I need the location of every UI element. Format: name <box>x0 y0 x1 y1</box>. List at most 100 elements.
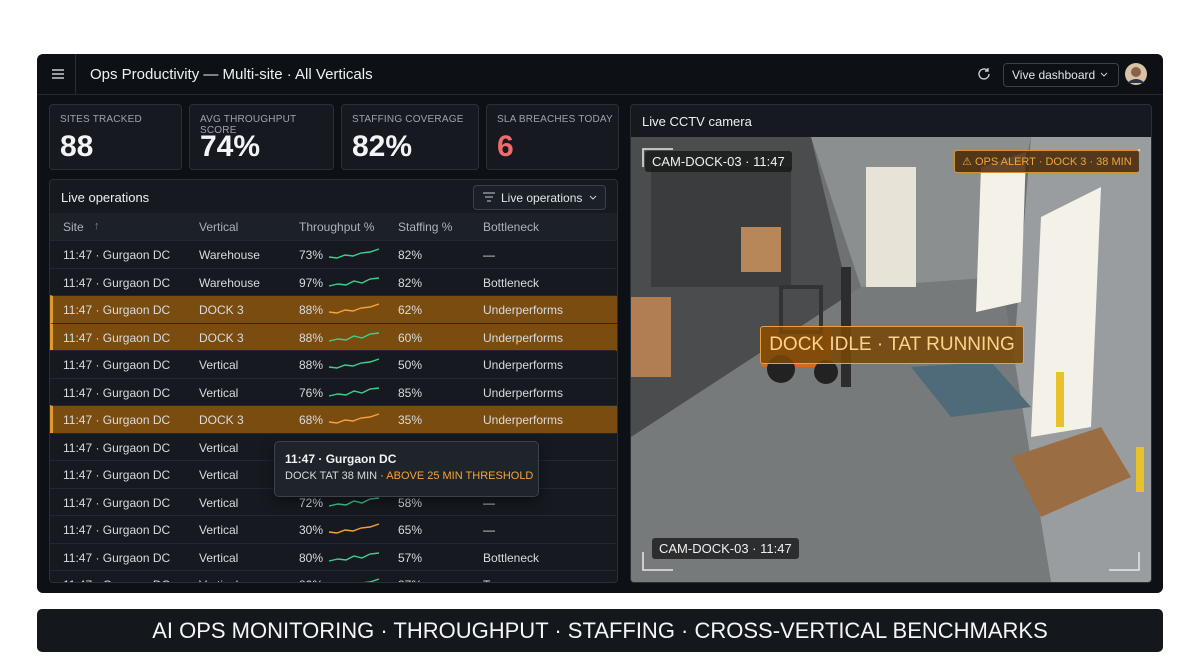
kpi-label: STAFFING COVERAGE <box>352 114 464 125</box>
tooltip-line: DOCK TAT 38 MIN · ABOVE 25 MIN THRESHOLD <box>285 470 533 482</box>
table-row[interactable]: 11:47 · Gurgaon DC DOCK 3 68% 35% Underperfo… <box>50 405 617 433</box>
app-frame: Ops Productivity — Multi-site · All Vert… <box>37 54 1163 593</box>
table-cell: 62% <box>398 303 423 317</box>
kpi-card: STAFFING COVERAGE 82% <box>341 104 479 170</box>
camera-label: CAM-DOCK-03 · 11:47 <box>652 538 799 559</box>
sparkline <box>328 303 380 314</box>
column-header[interactable]: Throughput % <box>299 220 375 234</box>
sparkline-path <box>328 248 380 259</box>
sparkline-path <box>328 303 380 314</box>
table-cell: 82% <box>398 275 423 290</box>
table-row[interactable]: 11:47 · Gurgaon DC Vertical 30% 65% — <box>50 515 616 543</box>
table-cell: — <box>483 248 495 262</box>
table-row[interactable]: 11:47 · Gurgaon DC Vertical 80% 87% T <box>50 570 616 582</box>
sparkline-path <box>328 331 380 342</box>
avatar[interactable] <box>1125 63 1147 85</box>
tooltip: 11:47 · Gurgaon DC DOCK TAT 38 MIN · ABO… <box>274 441 539 497</box>
table-cell: Bottleneck <box>483 550 540 565</box>
tooltip-text: DOCK TAT 38 MIN · <box>285 470 384 482</box>
table-cell: — <box>483 523 495 537</box>
camera-label: CAM-DOCK-03 · 11:47 <box>645 151 792 172</box>
sparkline-path <box>328 386 380 397</box>
chevron <box>1100 72 1108 77</box>
table-cell: Vertical <box>199 550 239 565</box>
table-cell: 11:47 · Gurgaon DC <box>63 330 171 345</box>
alert-icon: ⚠ <box>962 156 972 168</box>
table-cell: 50% <box>398 358 423 372</box>
refresh-button[interactable] <box>977 67 991 81</box>
dashboard-dropdown[interactable]: Vive dashboard <box>1003 63 1119 87</box>
column-header[interactable]: Bottleneck <box>483 220 540 234</box>
menu-button[interactable] <box>51 67 65 81</box>
table-cell: — <box>483 495 495 510</box>
sparkline <box>328 331 380 342</box>
camera-panel: Live CCTV camera CAM-DOCK-03 · 11:47 <box>630 104 1152 583</box>
table-row[interactable]: 11:47 · Gurgaon DC Warehouse 73% 82% — <box>50 240 616 268</box>
kpi-label: SITES TRACKED <box>60 114 142 125</box>
banner: AI OPS MONITORING · THROUGHPUT · STAFFIN… <box>37 609 1163 652</box>
table-row[interactable]: 11:47 · Gurgaon DC Vertical 80% 57% Bottlene… <box>50 542 616 571</box>
sparkline-path <box>328 276 380 287</box>
table-cell: 11:47 · Gurgaon DC <box>63 385 171 400</box>
table-row[interactable]: 11:47 · Gurgaon DC Vertical 88% 50% Underper… <box>50 350 616 378</box>
table-cell: DOCK 3 <box>199 303 244 317</box>
table-cell: 73% <box>299 248 324 262</box>
table-cell: 68% <box>299 413 324 427</box>
table-cell: 65% <box>398 523 423 537</box>
camera-overlay: DOCK IDLE · TAT RUNNING <box>760 326 1024 364</box>
table-cell: Underperforms <box>483 358 564 372</box>
filter-label: Live operations <box>501 191 583 205</box>
table-cell: Underperforms <box>483 330 564 345</box>
table-cell: 60% <box>398 330 423 345</box>
table-row[interactable]: 11:47 · Gurgaon DC DOCK 3 88% 60% Underperfo… <box>50 322 617 351</box>
table-row[interactable]: 11:47 · Gurgaon DC DOCK 3 88% 62% Underperfo… <box>50 295 617 323</box>
table-cell: 11:47 · Gurgaon DC <box>63 550 171 565</box>
sparkline-path <box>328 413 380 424</box>
tooltip-alert: ABOVE 25 MIN THRESHOLD <box>386 470 534 482</box>
chevron <box>589 195 597 200</box>
table-cell: 11:47 · Gurgaon DC <box>63 275 171 290</box>
kpi-value: 82% <box>352 130 413 163</box>
sparkline-path <box>328 523 380 534</box>
alert-text: OPS ALERT · DOCK 3 · 38 MIN <box>974 156 1132 168</box>
column-header[interactable]: Vertical <box>199 220 239 234</box>
table-cell: T <box>483 578 490 582</box>
kpi-value: 74% <box>200 130 261 163</box>
column-header[interactable]: Staffing % <box>398 220 453 234</box>
table-cell: Underperforms <box>483 303 564 317</box>
sparkline <box>328 276 380 287</box>
sparkline-path <box>328 551 380 562</box>
kpi-value: 88 <box>60 130 94 163</box>
column-header[interactable]: Site <box>63 220 84 234</box>
table-cell: 11:47 · Gurgaon DC <box>63 578 170 582</box>
table-cell: 58% <box>398 495 423 510</box>
table-cell: Warehouse <box>199 248 260 262</box>
table-cell: 88% <box>299 358 324 372</box>
table-row[interactable]: 11:47 · Gurgaon DC Vertical <box>50 432 616 461</box>
table-cell: Vertical <box>199 523 239 537</box>
table-row[interactable]: 11:47 · Gurgaon DC Vertical 76% 85% Underper… <box>50 377 616 406</box>
sparkline-path <box>328 358 380 369</box>
sparkline-path <box>363 578 380 582</box>
table-cell: Vertical <box>199 385 239 400</box>
table-row[interactable]: 11:47 · Gurgaon DC Warehouse 97% 82% Bottlen… <box>50 267 616 296</box>
table-cell: 30% <box>299 523 324 537</box>
filter-icon <box>483 192 495 202</box>
sparkline <box>363 578 380 582</box>
table-cell: 88% <box>299 303 324 317</box>
panel-title: Live operations <box>61 190 150 205</box>
table-cell: 82% <box>398 248 423 262</box>
table-cell: Underperforms <box>483 413 564 427</box>
table-cell: 76% <box>299 385 324 400</box>
dropdown-label: Vive dashboard <box>1012 68 1096 82</box>
table-cell: Vertical <box>199 440 239 455</box>
sparkline <box>328 551 380 562</box>
table-cell: 88% <box>299 330 324 345</box>
filter-dropdown[interactable]: Live operations <box>473 185 606 210</box>
table-cell: 57% <box>398 550 423 565</box>
sparkline <box>328 413 380 424</box>
table-cell: Underperforms <box>483 385 564 400</box>
table-cell: Warehouse <box>199 275 260 290</box>
table-cell: 85% <box>398 385 423 400</box>
table-cell: 35% <box>398 413 423 427</box>
